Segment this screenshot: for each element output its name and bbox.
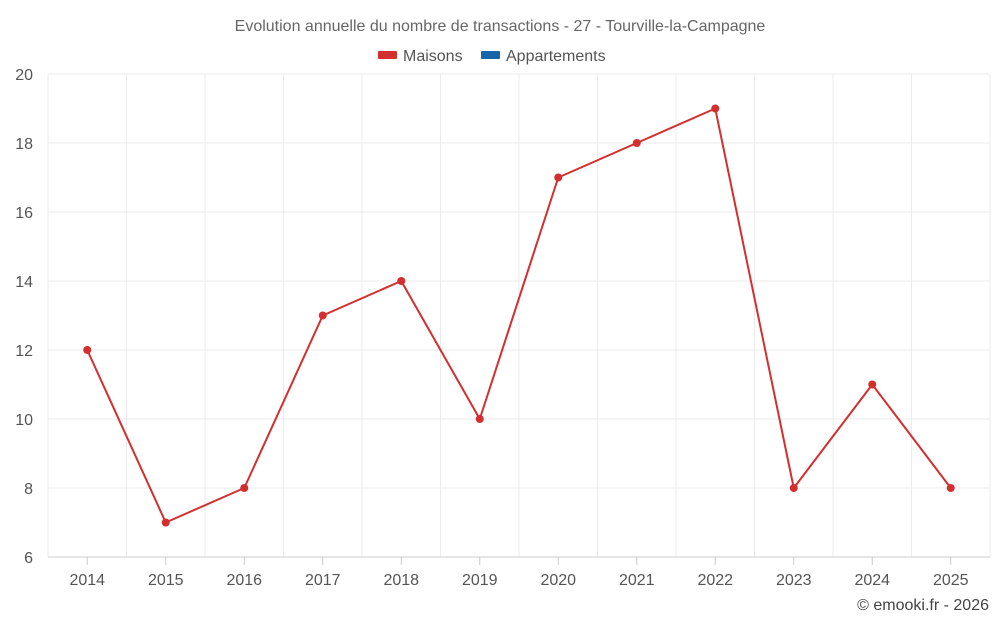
data-point[interactable] [83, 346, 92, 354]
x-tick-label: 2022 [697, 572, 733, 589]
data-point[interactable] [318, 311, 327, 320]
data-point[interactable] [397, 277, 406, 285]
y-tick-label: 8 [24, 481, 33, 498]
y-tick-label: 6 [24, 550, 33, 567]
data-point[interactable] [789, 484, 798, 492]
y-tick-label: 12 [15, 343, 33, 360]
data-point[interactable] [632, 139, 641, 147]
x-tick-label: 2014 [69, 572, 105, 589]
legend-swatch-maisons[interactable] [378, 51, 397, 59]
y-tick-label: 14 [15, 274, 33, 291]
legend-swatch-appartements[interactable] [481, 51, 500, 59]
series-layer [83, 104, 955, 527]
x-tick-label: 2023 [776, 572, 812, 589]
data-point[interactable] [946, 484, 955, 492]
x-tick-label: 2017 [305, 572, 341, 589]
data-point[interactable] [868, 380, 877, 389]
x-tick-label: 2018 [383, 572, 419, 589]
legend: Maisons Appartements [378, 48, 606, 65]
data-point[interactable] [475, 415, 484, 423]
x-axis-ticks: 2014 2015 2016 2017 2018 2019 2020 2021 2022 2023… [69, 557, 969, 589]
y-tick-label: 10 [15, 412, 33, 429]
x-tick-label: 2016 [226, 572, 262, 589]
y-tick-label: 20 [15, 67, 33, 84]
x-tick-label: 2024 [854, 572, 890, 589]
x-gridlines [47, 74, 991, 557]
y-axis-ticks: 6 8 10 12 14 16 18 20 [15, 67, 33, 567]
legend-label-appartements[interactable]: Appartements [506, 48, 606, 65]
legend-label-maisons[interactable]: Maisons [403, 48, 463, 65]
chart-title: Evolution annuelle du nombre de transact… [235, 18, 766, 35]
y-tick-label: 16 [15, 205, 33, 222]
data-point[interactable] [161, 518, 170, 527]
x-tick-label: 2021 [619, 572, 655, 589]
data-point[interactable] [554, 173, 563, 182]
x-tick-label: 2019 [462, 572, 498, 589]
credit-text: © emooki.fr - 2026 [857, 597, 989, 614]
x-tick-label: 2025 [933, 572, 969, 589]
data-point[interactable] [240, 484, 249, 492]
data-point[interactable] [711, 104, 720, 113]
series-line-maisons [86, 107, 952, 524]
x-tick-label: 2020 [540, 572, 576, 589]
y-tick-label: 18 [15, 136, 33, 153]
x-tick-label: 2015 [148, 572, 184, 589]
